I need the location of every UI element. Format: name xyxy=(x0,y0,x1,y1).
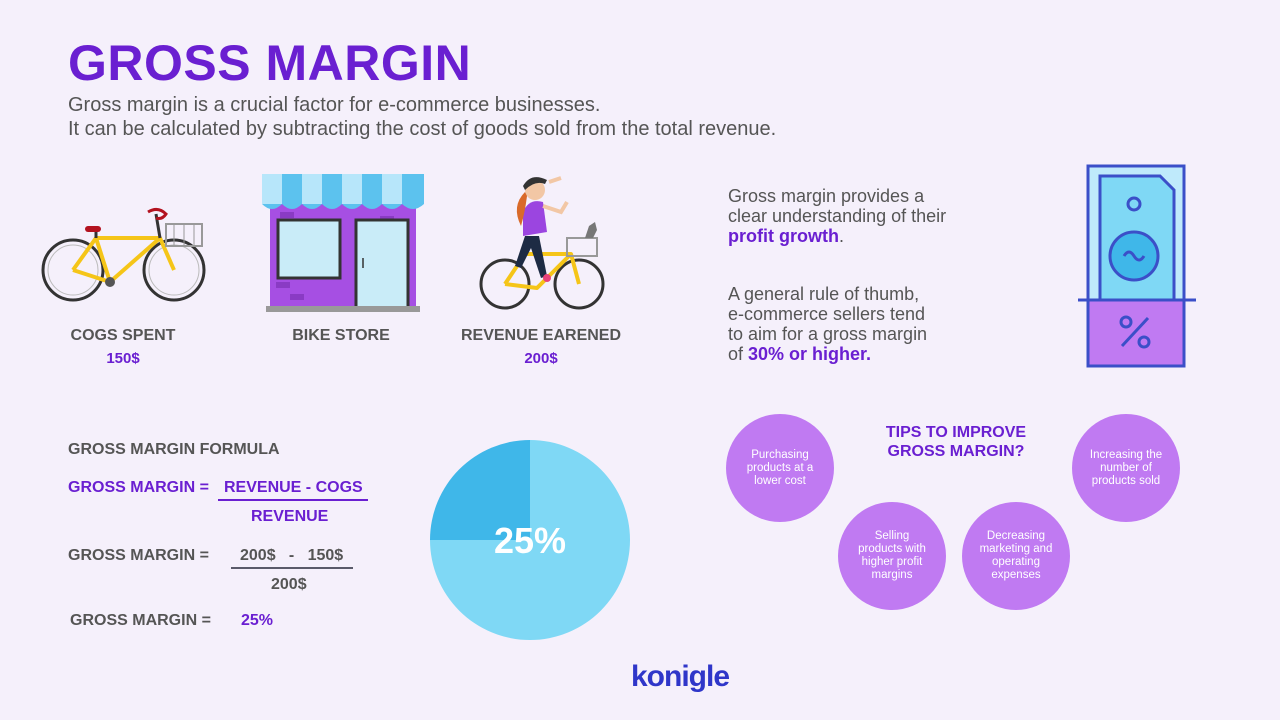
formula-row2-divider xyxy=(231,567,353,569)
tip-bubble-decreasing: Decreasing marketing and operating expen… xyxy=(962,502,1070,610)
gross-margin-pie-chart xyxy=(430,440,630,640)
side-note-profit-growth: Gross margin provides a clear understand… xyxy=(728,186,947,246)
page-title: GROSS MARGIN xyxy=(68,35,472,91)
pie-center-label: 25% xyxy=(493,520,567,561)
cogs-value: 150$ xyxy=(106,350,140,367)
formula-row2-label: GROSS MARGIN = xyxy=(68,547,209,564)
formula-row2-numerator: 200$ - 150$ xyxy=(240,547,344,564)
tip-bubble-selling: Selling products with higher profit marg… xyxy=(838,502,946,610)
revenue-label: REVENUE EARENED xyxy=(460,327,622,344)
side-note-rule-of-thumb: A general rule of thumb, e-commerce sell… xyxy=(728,284,928,364)
formula-row1-denominator: REVENUE xyxy=(251,508,329,525)
store-icon xyxy=(262,174,424,312)
intro-text: Gross margin is a crucial factor for e-c… xyxy=(68,93,776,141)
tip-bubble-purchasing: Purchasing products at a lower cost xyxy=(726,414,834,522)
cyclist-icon xyxy=(479,176,605,310)
tips-title: TIPS TO IMPROVE GROSS MARGIN? xyxy=(885,424,1027,460)
formula-row1-numerator: REVENUE - COGS xyxy=(224,479,363,496)
intro-line-1: Gross margin is a crucial factor for e-c… xyxy=(68,94,601,116)
formula-row3-label: GROSS MARGIN = xyxy=(70,612,211,629)
bicycle-icon xyxy=(41,207,206,302)
formula-row1-divider xyxy=(218,499,368,501)
cogs-label: COGS SPENT xyxy=(70,327,176,344)
profit-growth-highlight: profit growth xyxy=(728,226,839,246)
money-tag-icon xyxy=(1078,164,1196,368)
formula-row3-value: 25% xyxy=(241,612,274,629)
konigle-logo: konigle xyxy=(630,660,730,693)
pie-slice-1 xyxy=(430,440,530,540)
intro-line-2: It can be calculated by subtracting the … xyxy=(68,118,777,140)
formula-heading: GROSS MARGIN FORMULA xyxy=(68,441,280,458)
revenue-value: 200$ xyxy=(524,350,558,367)
thirty-percent-highlight: 30% or higher. xyxy=(748,344,872,364)
pie-slice-2 xyxy=(430,440,630,640)
tip-bubble-increasing: Increasing the number of products sold xyxy=(1072,414,1180,522)
formula-row2-denominator: 200$ xyxy=(271,576,307,593)
store-label: BIKE STORE xyxy=(292,327,390,344)
formula-row1-label: GROSS MARGIN = xyxy=(68,479,209,496)
